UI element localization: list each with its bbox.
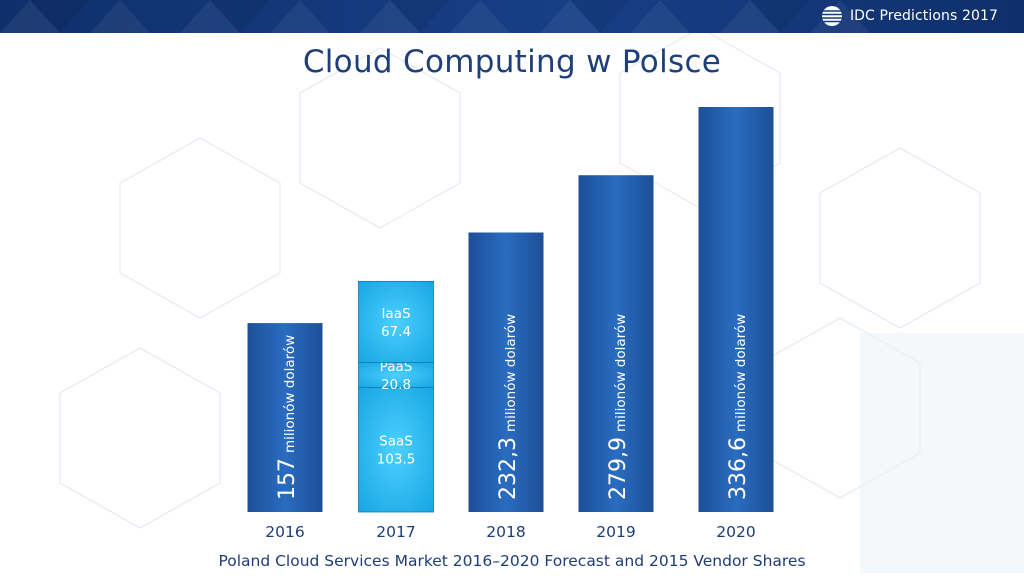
bar-2020 [698, 107, 774, 512]
bar-segment-iaas [358, 280, 434, 363]
bar-2018 [468, 232, 544, 512]
x-tick-label-2020: 2020 [716, 523, 755, 541]
banner-pattern [0, 0, 870, 33]
idc-brand: IDC Predictions 2017 [821, 5, 998, 27]
bar-segment-saas [358, 387, 434, 513]
slide-title: Cloud Computing w Polsce [302, 44, 722, 80]
idc-globe-icon [821, 6, 843, 26]
bar-label-2020: 336,6milionów dolarów [726, 314, 751, 500]
segment-name-paas: PaaS [380, 359, 413, 375]
segment-value-paas: 20.8 [381, 377, 411, 393]
background-hex-pattern [59, 33, 1024, 573]
x-tick-label-2016: 2016 [265, 523, 304, 541]
chart-caption: Poland Cloud Services Market 2016–2020 F… [218, 552, 806, 570]
brand-text: IDC Predictions 2017 [849, 8, 998, 24]
segment-value-saas: 103.5 [377, 452, 416, 468]
bar-segment-paas [358, 362, 434, 388]
segment-name-iaas: IaaS [381, 306, 410, 322]
bar-label-2019: 279,9milionów dolarów [606, 314, 631, 500]
x-tick-label-2018: 2018 [486, 523, 525, 541]
segment-name-saas: SaaS [379, 434, 413, 450]
x-tick-label-2019: 2019 [596, 523, 635, 541]
bar-2019 [578, 175, 654, 512]
header-banner: IDC Predictions 2017 [0, 0, 1024, 33]
bar-label-2016: 157milionów dolarów [275, 335, 300, 500]
segment-value-iaas: 67.4 [381, 324, 411, 340]
x-tick-label-2017: 2017 [376, 523, 415, 541]
bar-label-2018: 232,3milionów dolarów [496, 314, 521, 500]
bar-2016 [247, 323, 323, 512]
